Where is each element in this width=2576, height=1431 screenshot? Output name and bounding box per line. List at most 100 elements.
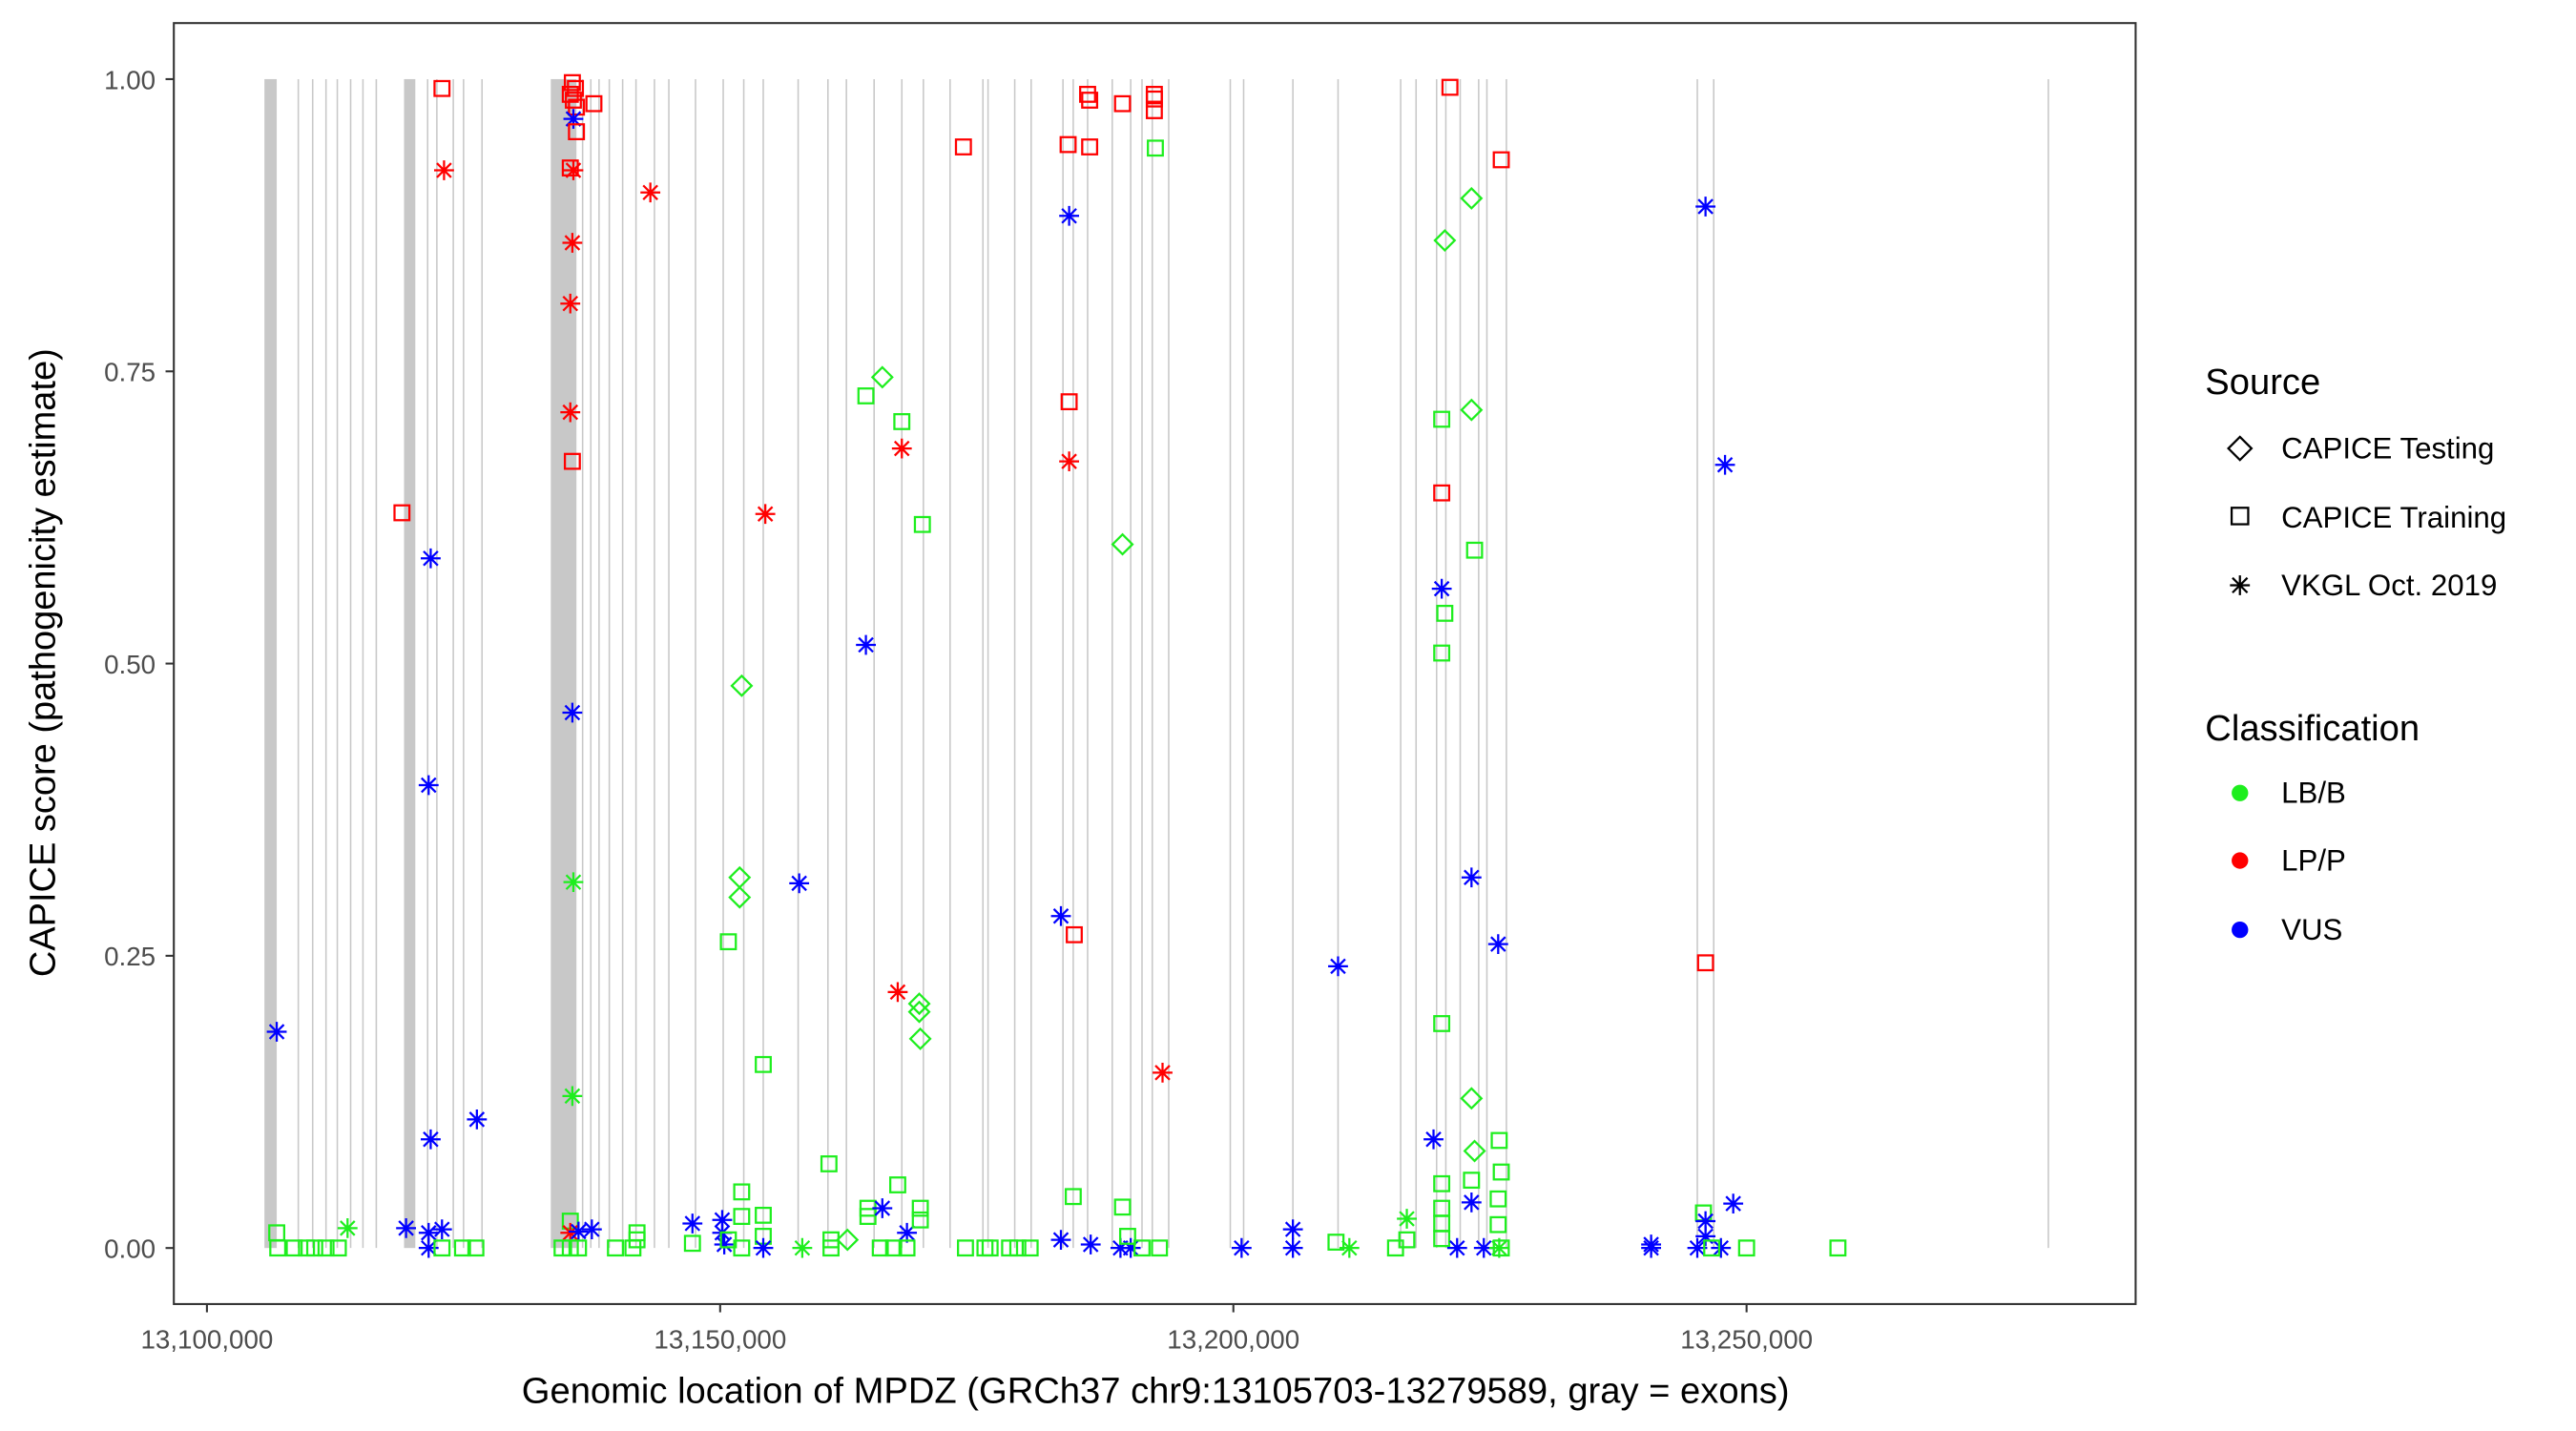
data-point-square (893, 413, 911, 430)
data-point-square (913, 515, 931, 533)
data-point-asterisk (418, 1222, 439, 1243)
data-point-asterisk (1487, 934, 1508, 954)
data-point-square (563, 73, 581, 92)
data-point-square (1059, 135, 1077, 154)
data-point-square (1433, 1230, 1451, 1248)
data-point-asterisk (418, 1237, 439, 1258)
legend-lbb-dot-icon (2232, 784, 2249, 801)
data-point-square (570, 1239, 588, 1257)
data-point-square (957, 1239, 974, 1257)
data-point-square (1060, 393, 1078, 411)
data-point-square (585, 94, 603, 113)
data-point-square (467, 1239, 485, 1257)
data-point-asterisk (1695, 1211, 1716, 1232)
data-point-asterisk (1473, 1237, 1494, 1258)
data-point-asterisk (872, 1198, 893, 1218)
legend-source-testing: CAPICE Testing (2281, 431, 2494, 465)
data-point-asterisk (792, 1237, 813, 1258)
legend-source-title: Source (2205, 363, 2320, 403)
exon-band (404, 78, 416, 1249)
plot-panel-border (173, 22, 2137, 1305)
data-point-asterisk (1339, 1237, 1360, 1258)
data-point-diamond (728, 865, 752, 889)
data-point-diamond (907, 1000, 931, 1024)
data-point-square (317, 1239, 335, 1257)
data-point-asterisk (418, 775, 439, 796)
data-point-asterisk (1231, 1237, 1252, 1258)
data-point-square (1398, 1231, 1416, 1249)
data-point-asterisk (1423, 1129, 1444, 1150)
data-point-square (822, 1239, 840, 1257)
axis-layer: 0.00 0.25 0.50 0.75 1.00 13,100,000 13,150,000… (104, 65, 1813, 1354)
data-point-square (1145, 90, 1163, 108)
data-point-asterisk (421, 1129, 441, 1150)
data-point-asterisk (1153, 1063, 1173, 1083)
data-point-asterisk (1282, 1219, 1303, 1239)
data-point-square (1829, 1239, 1847, 1257)
data-point-square (1081, 138, 1099, 156)
data-point-square (563, 452, 581, 470)
x-tick-label: 13,250,000 (1680, 1325, 1813, 1355)
data-point-square (269, 1239, 287, 1257)
data-point-asterisk (1461, 1192, 1482, 1213)
data-point-square (1433, 410, 1451, 428)
data-point-asterisk (1687, 1237, 1708, 1258)
data-point-square (568, 123, 586, 140)
legend-source-vkgl: VKGL Oct. 2019 (2281, 569, 2497, 602)
data-point-square (820, 1155, 838, 1172)
data-point-square (1113, 1198, 1132, 1216)
data-point-square (733, 1239, 751, 1257)
data-point-asterisk (431, 1219, 452, 1239)
data-point-asterisk (562, 1086, 583, 1107)
data-point-square (755, 1206, 772, 1224)
data-point-asterisk (1328, 956, 1348, 977)
data-point-square (954, 138, 972, 156)
data-point-square (561, 85, 579, 103)
exon-band (551, 78, 577, 1249)
data-point-square (561, 159, 579, 176)
data-point-asterisk (421, 548, 441, 569)
data-point-square (1066, 925, 1083, 944)
data-point-square (1147, 139, 1164, 157)
data-point-asterisk (560, 402, 581, 423)
data-point-square (1492, 1163, 1510, 1181)
data-point-square (329, 1239, 347, 1257)
x-tick-label: 13,200,000 (1167, 1325, 1299, 1355)
data-point-square (981, 1239, 999, 1257)
data-point-diamond (1463, 1139, 1486, 1163)
data-point-asterisk (1446, 1237, 1467, 1258)
data-point-square (1436, 604, 1454, 622)
data-point-diamond (1460, 1087, 1484, 1110)
legend-vus-dot-icon (2232, 922, 2249, 939)
data-point-square (1008, 1239, 1027, 1257)
legend-class-vus: VUS (2281, 913, 2342, 946)
data-point-diamond (907, 992, 931, 1016)
data-point-square (898, 1239, 916, 1257)
data-point-square (1489, 1215, 1507, 1234)
legend-asterisk-icon (2230, 575, 2251, 595)
data-point-asterisk (712, 1210, 733, 1231)
data-point-square (719, 933, 737, 951)
legend-class-lpp: LP/P (2281, 843, 2346, 877)
data-point-square (628, 1231, 646, 1249)
data-point-diamond (870, 365, 894, 389)
data-point-asterisk (1397, 1209, 1417, 1229)
data-point-asterisk (563, 160, 584, 180)
data-point-diamond (1433, 229, 1457, 252)
exon-layer (264, 78, 2049, 1249)
data-point-asterisk (640, 182, 661, 203)
data-point-diamond (836, 1228, 860, 1252)
data-point-asterisk (1050, 905, 1071, 926)
data-point-asterisk (714, 1234, 735, 1255)
data-point-square (1489, 1190, 1507, 1208)
data-point-diamond (1111, 532, 1134, 556)
data-point-asterisk (1120, 1237, 1141, 1258)
data-point-asterisk (1488, 1237, 1509, 1258)
data-point-square (1433, 1015, 1451, 1032)
x-axis-label: Genomic location of MPDZ (GRCh37 chr9:13… (522, 1372, 1790, 1412)
data-point-square (607, 1239, 625, 1257)
data-point-square (1433, 484, 1451, 502)
data-point-asterisk (434, 160, 454, 180)
data-point-square (285, 1239, 303, 1257)
data-point-square (1737, 1239, 1755, 1257)
